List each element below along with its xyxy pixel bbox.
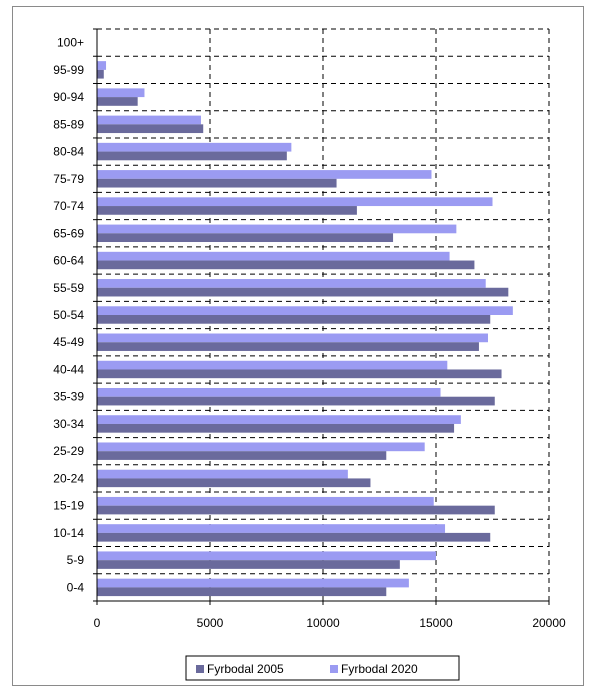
bar-2020-85-89 [97,115,201,125]
x-tick-label: 5000 [197,616,224,630]
legend-swatch [330,665,338,673]
grid [97,28,550,601]
bar-2005-60-64 [97,260,475,270]
bar-2020-95-99 [97,61,107,70]
bar-2020-75-79 [97,170,432,179]
legend-label: Fyrbodal 2005 [207,662,284,676]
x-tick-label: 0 [94,616,101,630]
bar-2020-25-29 [97,442,425,452]
y-tick-label: 90-94 [53,90,84,104]
bar-2005-85-89 [97,124,204,134]
legend-swatch [196,665,204,673]
bar-2020-45-49 [97,333,488,343]
bar-2005-50-54 [97,315,491,324]
y-tick-label: 60-64 [53,254,84,268]
bar-2020-65-69 [97,224,457,234]
bar-2020-55-59 [97,279,486,288]
bar-2005-70-74 [97,206,357,215]
bar-2005-25-29 [97,451,387,460]
y-tick-label: 85-89 [53,117,84,131]
bar-2005-35-39 [97,396,495,406]
y-tick-label: 45-49 [53,335,84,349]
y-tick-label: 55-59 [53,281,84,295]
y-tick-label: 5-9 [67,553,85,567]
bar-2005-15-19 [97,505,495,515]
y-tick-label: 10-14 [53,526,84,540]
y-tick-label: 70-74 [53,199,84,213]
bar-2020-80-84 [97,142,292,152]
bar-2005-20-24 [97,478,371,488]
y-tick-label: 0-4 [67,580,85,594]
bar-2005-90-94 [97,97,138,106]
x-tick-label: 15000 [419,616,453,630]
bar-2005-40-44 [97,369,502,379]
bar-2020-5-9 [97,551,436,561]
bar-2020-0-4 [97,578,409,588]
x-tick-label: 10000 [306,616,340,630]
y-tick-label: 40-44 [53,362,84,376]
x-tick-label: 20000 [532,616,566,630]
y-tick-label: 100+ [57,36,84,50]
bar-2020-15-19 [97,496,434,506]
bar-2005-10-14 [97,532,491,542]
y-tick-label: 65-69 [53,226,84,240]
bar-2005-65-69 [97,233,394,243]
bar-2020-35-39 [97,387,441,397]
bar-2005-55-59 [97,287,509,297]
bar-2005-5-9 [97,560,400,569]
y-tick-label: 25-29 [53,444,84,458]
bar-2005-30-34 [97,423,455,433]
bar-2005-45-49 [97,342,479,351]
y-tick-label: 50-54 [53,308,84,322]
tick-labels: 0-4 5-9 10-14 15-19 20-24 25-29 30-34 35-39 40-4… [53,36,566,630]
bar-2005-75-79 [97,178,337,188]
legend: Fyrbodal 2005 Fyrbodal 2020 [185,655,460,681]
y-tick-label: 20-24 [53,471,84,485]
axes [93,28,550,605]
bar-2020-10-14 [97,524,446,533]
bar-2020-90-94 [97,88,145,98]
bar-2020-20-24 [97,469,348,479]
y-tick-label: 35-39 [53,390,84,404]
bar-2005-0-4 [97,587,387,597]
bar-2020-40-44 [97,360,448,370]
bar-2005-80-84 [97,151,287,161]
y-tick-label: 80-84 [53,145,84,159]
legend-label: Fyrbodal 2020 [341,662,418,676]
y-tick-label: 75-79 [53,172,84,186]
bar-2005-95-99 [97,69,104,79]
bar-2020-70-74 [97,197,493,207]
y-tick-label: 15-19 [53,499,84,513]
y-tick-label: 95-99 [53,63,84,77]
bars [97,61,513,597]
bar-2020-50-54 [97,306,513,315]
y-tick-label: 30-34 [53,417,84,431]
bar-2020-30-34 [97,415,461,424]
bar-2020-60-64 [97,251,450,261]
legend-box [185,655,460,681]
